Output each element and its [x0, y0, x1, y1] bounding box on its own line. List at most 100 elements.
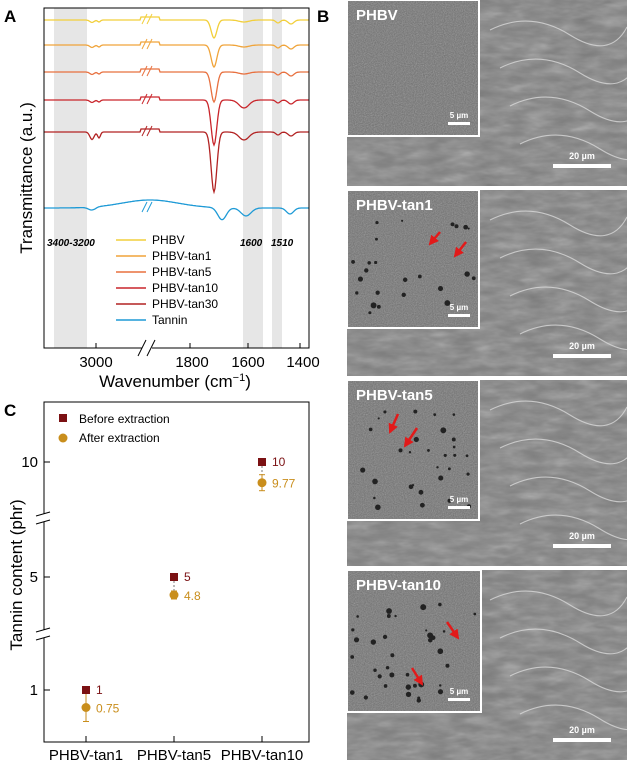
sem-inset-scale-label: 5 µm	[450, 495, 468, 504]
panel-letter-a: A	[4, 7, 16, 26]
ftir-frame	[43, 7, 310, 349]
sem-ridge	[519, 514, 627, 541]
sem-pore	[405, 672, 410, 677]
sem-ridge	[509, 286, 627, 313]
sem-pore	[411, 484, 415, 487]
sem-pore	[439, 684, 442, 687]
panel-letter-c: C	[4, 401, 16, 420]
sem-pore	[368, 427, 373, 432]
sem-sample-title: PHBV-tan10	[356, 577, 441, 594]
sem-inset-texture	[348, 381, 478, 519]
panel-letter-b: B	[317, 7, 329, 26]
ftir-x-tick: 1400	[286, 354, 319, 371]
ftir-x-axis-title: Wavenumber (cm−1)	[99, 372, 251, 391]
band-label: 1510	[271, 238, 294, 249]
tannin-point-before	[170, 573, 178, 581]
sem-pore	[373, 668, 377, 672]
tannin-point-before	[82, 686, 90, 694]
sem-inset-scale-label: 5 µm	[450, 111, 468, 120]
sem-inset-scale-bar	[448, 698, 470, 701]
ftir-series-line	[44, 41, 309, 69]
sem-ridge	[499, 628, 627, 655]
sem-pore	[418, 489, 424, 495]
tannin-legend-label: Before extraction	[79, 412, 170, 426]
ftir-y-axis-title: Transmittance (a.u.)	[17, 102, 36, 253]
sem-main-scale-label: 20 µm	[569, 531, 595, 541]
sem-inset-scale-label: 5 µm	[450, 303, 468, 312]
tannin-axis-break-gap	[38, 514, 50, 522]
ftir-series-break	[146, 38, 153, 50]
sem-ridge	[509, 476, 627, 503]
ftir-legend-label: PHBV-tan5	[152, 265, 212, 279]
sem-image: PHBV-tan5 5 µm 20 µm	[346, 379, 627, 566]
sem-pore	[368, 311, 372, 315]
sem-pore	[398, 448, 403, 453]
tannin-x-tick-label: PHBV-tan10	[221, 747, 304, 764]
sem-pore	[350, 655, 355, 659]
sem-pore	[473, 612, 477, 616]
sem-ridge	[499, 248, 627, 275]
sem-pore	[372, 478, 378, 485]
sem-image: PHBV-tan10 5 µm 20 µm	[346, 569, 627, 760]
sem-ridge	[499, 58, 627, 85]
sem-main-scale-bar	[553, 354, 611, 358]
band-label: 3400-3200	[47, 238, 95, 249]
ftir-series-break	[141, 65, 148, 77]
tannin-data-label-before: 5	[184, 570, 191, 584]
sem-pore	[443, 453, 447, 458]
sem-pore	[375, 290, 380, 295]
sem-pore	[389, 672, 395, 678]
ftir-x-tick: 1600	[231, 354, 264, 371]
sem-main-scale-label: 20 µm	[569, 151, 595, 161]
sem-inset-texture	[348, 1, 478, 135]
sem-pore	[437, 689, 444, 695]
sem-pore	[402, 277, 408, 283]
sem-inset-scale-bar	[448, 122, 470, 125]
sem-main-scale-bar	[553, 164, 611, 168]
sem-pore	[425, 629, 428, 632]
sem-pore	[385, 665, 390, 670]
sem-pore	[453, 453, 457, 457]
sem-ridge	[519, 704, 627, 731]
sem-pore	[351, 259, 355, 264]
ftir-series-line	[44, 16, 309, 39]
sem-pore	[363, 695, 368, 700]
sem-pore	[377, 417, 380, 420]
tannin-point-after	[81, 703, 91, 712]
sem-pore	[419, 502, 425, 508]
tannin-data-label-after: 0.75	[96, 702, 120, 716]
tannin-data-label-after: 9.77	[272, 477, 296, 491]
sem-ridge	[509, 666, 627, 693]
sem-pore	[464, 271, 470, 277]
sem-pore	[408, 451, 412, 454]
tannin-legend-swatch	[58, 433, 68, 443]
sem-pore	[427, 449, 430, 452]
ftir-series-line	[44, 96, 309, 147]
sem-red-arrow	[445, 621, 460, 640]
sem-main-scale-label: 20 µm	[569, 725, 595, 735]
sem-pore	[447, 467, 451, 471]
ftir-x-tick: 1800	[175, 354, 208, 371]
sem-pore	[376, 304, 381, 309]
tannin-y-axis-title: Tannin content (phr)	[7, 499, 26, 650]
ftir-series-line	[44, 68, 309, 104]
sem-red-arrow	[428, 231, 441, 246]
sem-pore	[349, 690, 355, 695]
band-3400-3200	[54, 8, 87, 348]
sem-pore	[383, 410, 387, 414]
tannin-marks: 1 5 10 PHBV-tan1 PHBV-tan5 PHBV-tan10 1 0.75 5 4.…	[21, 454, 303, 764]
sem-pore	[382, 634, 388, 640]
sem-pore	[420, 604, 427, 611]
tannin-chart: Tannin content (phr) Before extraction Af…	[7, 401, 310, 764]
sem-pore	[386, 608, 392, 614]
sem-pore	[351, 628, 355, 632]
sem-pore	[466, 472, 470, 476]
sem-main-scale-label: 20 µm	[569, 341, 595, 351]
sem-pore	[373, 496, 376, 500]
sem-ridge	[499, 438, 627, 465]
tannin-frame	[43, 401, 310, 743]
ftir-series-line	[44, 128, 309, 195]
sem-ridge	[489, 400, 627, 427]
sem-pore	[430, 635, 436, 641]
